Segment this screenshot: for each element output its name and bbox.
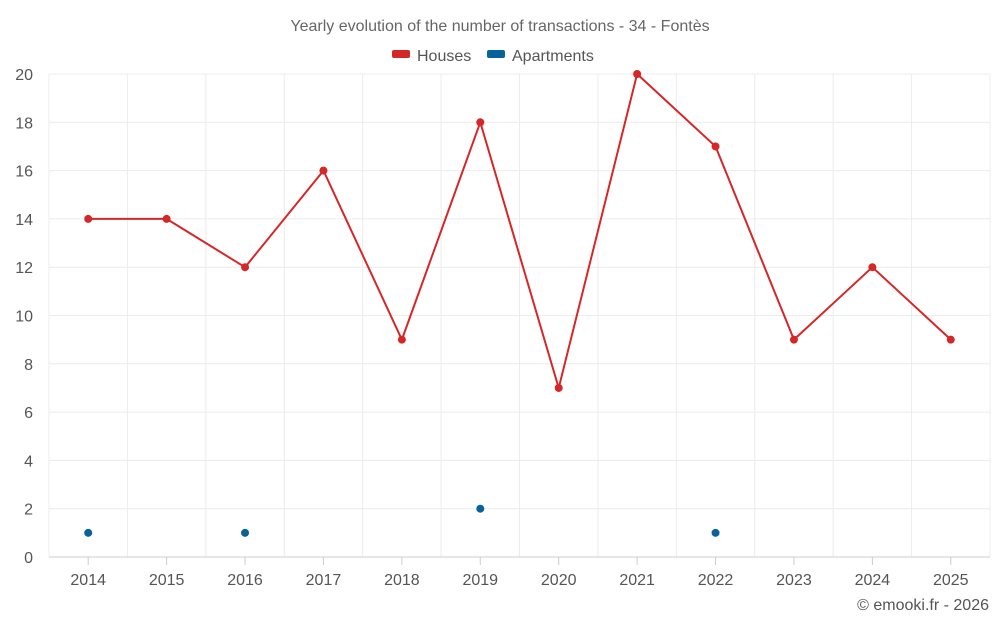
series-layer — [84, 70, 955, 537]
legend-swatch-apartments — [487, 50, 505, 58]
x-tick-label: 2018 — [384, 572, 420, 589]
data-point-houses-2016[interactable] — [241, 263, 250, 272]
y-tick-label: 0 — [24, 550, 33, 567]
series-line-houses — [88, 73, 952, 389]
legend: Houses Apartments — [392, 48, 594, 65]
y-tick-label: 18 — [15, 115, 33, 132]
credit-text: © emooki.fr - 2026 — [857, 597, 989, 614]
legend-item-apartments[interactable]: Apartments — [487, 48, 594, 65]
grid — [48, 73, 991, 557]
x-tick-label: 2025 — [933, 572, 969, 589]
x-tick-label: 2019 — [462, 572, 498, 589]
y-axis-ticks: 0 2 4 6 8 10 12 14 16 18 20 — [15, 67, 33, 567]
x-tick-label: 2024 — [855, 572, 891, 589]
x-tick-label: 2023 — [776, 572, 812, 589]
chart-title: Yearly evolution of the number of transa… — [290, 18, 709, 35]
legend-swatch-houses — [392, 50, 410, 58]
data-point-houses-2014[interactable] — [84, 214, 93, 223]
y-tick-label: 2 — [24, 502, 33, 519]
data-point-houses-2025[interactable] — [946, 335, 955, 344]
x-tick-label: 2016 — [227, 572, 263, 589]
legend-label-apartments: Apartments — [512, 48, 594, 65]
x-tick-label: 2022 — [698, 572, 734, 589]
data-point-houses-2015[interactable] — [162, 214, 171, 223]
data-point-apartments-2016[interactable] — [241, 528, 250, 537]
data-point-houses-2018[interactable] — [397, 335, 406, 344]
y-tick-label: 6 — [24, 405, 33, 422]
x-tick-label: 2015 — [149, 572, 185, 589]
y-tick-label: 16 — [15, 164, 33, 181]
data-point-houses-2017[interactable] — [319, 166, 328, 175]
series-houses — [84, 70, 955, 392]
y-tick-label: 10 — [15, 309, 33, 326]
data-point-houses-2022[interactable] — [711, 142, 720, 151]
y-tick-label: 4 — [24, 453, 33, 470]
data-point-apartments-2019[interactable] — [476, 504, 485, 513]
y-tick-label: 12 — [15, 260, 33, 277]
data-point-houses-2023[interactable] — [789, 335, 798, 344]
data-point-houses-2020[interactable] — [554, 383, 563, 392]
x-tick-label: 2014 — [70, 572, 106, 589]
legend-item-houses[interactable]: Houses — [392, 48, 471, 65]
x-tick-label: 2017 — [306, 572, 342, 589]
y-tick-label: 20 — [15, 67, 33, 84]
legend-label-houses: Houses — [417, 48, 471, 65]
y-tick-label: 14 — [15, 212, 33, 229]
x-tick-label: 2020 — [541, 572, 577, 589]
data-point-apartments-2014[interactable] — [84, 528, 93, 537]
series-apartments — [84, 504, 720, 537]
x-tick-label: 2021 — [619, 572, 655, 589]
data-point-apartments-2022[interactable] — [711, 528, 720, 537]
y-tick-label: 8 — [24, 357, 33, 374]
data-point-houses-2021[interactable] — [633, 70, 642, 78]
data-point-houses-2024[interactable] — [868, 263, 877, 272]
x-axis-ticks: 2014 2015 2016 2017 2018 2019 2020 2021 2022 2023… — [70, 557, 969, 589]
data-point-houses-2019[interactable] — [476, 118, 485, 127]
